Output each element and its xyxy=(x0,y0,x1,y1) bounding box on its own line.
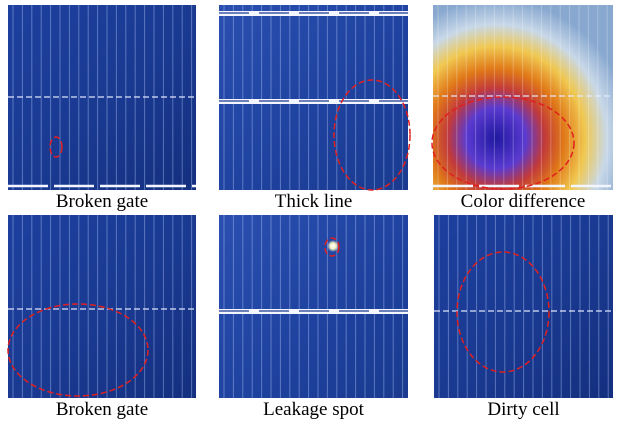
caption: Color difference xyxy=(461,191,586,212)
panel: Leakage spot xyxy=(219,215,408,420)
defect-marker xyxy=(431,96,575,190)
caption: Thick line xyxy=(275,191,353,212)
defect-marker xyxy=(49,136,63,158)
defect-marker xyxy=(324,237,340,257)
caption: Broken gate xyxy=(56,399,148,420)
caption: Broken gate xyxy=(56,191,148,212)
panel: Broken gate xyxy=(7,215,196,420)
defect-marker xyxy=(333,79,411,191)
defect-marker xyxy=(456,251,550,373)
panel: Color difference xyxy=(431,5,613,212)
leakage-spot xyxy=(327,240,339,252)
cell-image xyxy=(434,215,613,398)
caption: Dirty cell xyxy=(487,399,559,420)
cell-image xyxy=(219,5,408,190)
panel: Thick line xyxy=(219,5,411,212)
defect-marker xyxy=(7,303,149,397)
caption: Leakage spot xyxy=(263,399,364,420)
panel: Broken gate xyxy=(8,5,196,212)
cell-image xyxy=(433,5,613,190)
cell-image xyxy=(219,215,408,398)
panel: Dirty cell xyxy=(434,215,613,420)
